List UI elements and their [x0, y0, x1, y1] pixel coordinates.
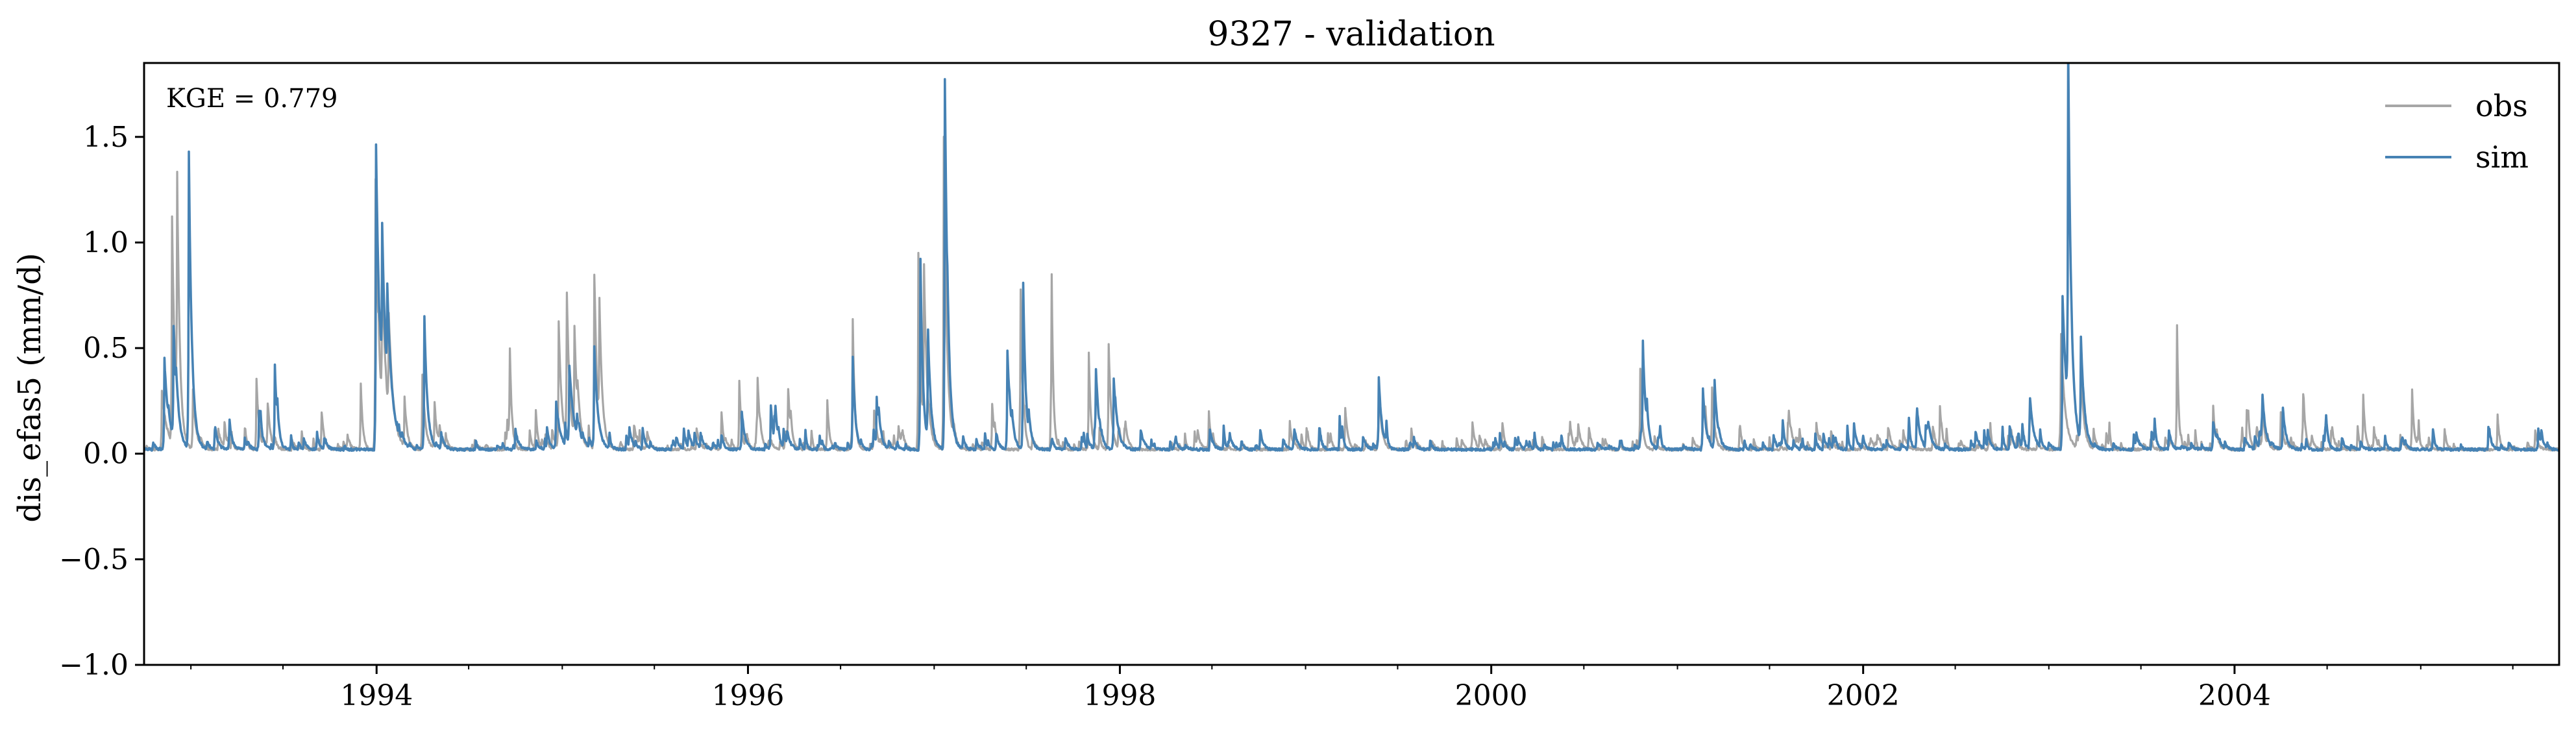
- x-tick-label: 2000: [1455, 679, 1528, 712]
- legend-label-sim: sim: [2475, 140, 2529, 175]
- chart-title: 9327 - validation: [1207, 15, 1495, 54]
- x-tick-label: 1994: [340, 679, 413, 712]
- x-tick-label: 2002: [1827, 679, 1900, 712]
- legend: obs sim: [2385, 88, 2529, 175]
- y-axis: −1.0 −0.5 0.0 0.5 1.0 1.5: [59, 121, 144, 682]
- y-axis-label: dis_efas5 (mm/d): [12, 253, 48, 522]
- series-layer: [144, 63, 2559, 452]
- plot-frame: [143, 62, 2560, 666]
- x-tick-label: 1996: [711, 679, 784, 712]
- y-tick-label: 1.0: [83, 226, 129, 259]
- y-tick-label: 1.5: [83, 121, 129, 154]
- legend-label-obs: obs: [2475, 88, 2528, 123]
- y-tick-label: −1.0: [59, 649, 129, 682]
- x-tick-label: 2004: [2198, 679, 2271, 712]
- y-tick-label: −0.5: [59, 543, 129, 576]
- y-tick-label: 0.5: [83, 332, 129, 365]
- y-tick-label: 0.0: [83, 438, 129, 471]
- kge-annotation: KGE = 0.779: [166, 84, 338, 114]
- plot-area: [144, 63, 2559, 452]
- x-tick-label: 1998: [1083, 679, 1156, 712]
- series-line-sim: [144, 63, 2559, 452]
- x-axis: 1994 1996 1998 2000 2002 2004: [190, 665, 2514, 712]
